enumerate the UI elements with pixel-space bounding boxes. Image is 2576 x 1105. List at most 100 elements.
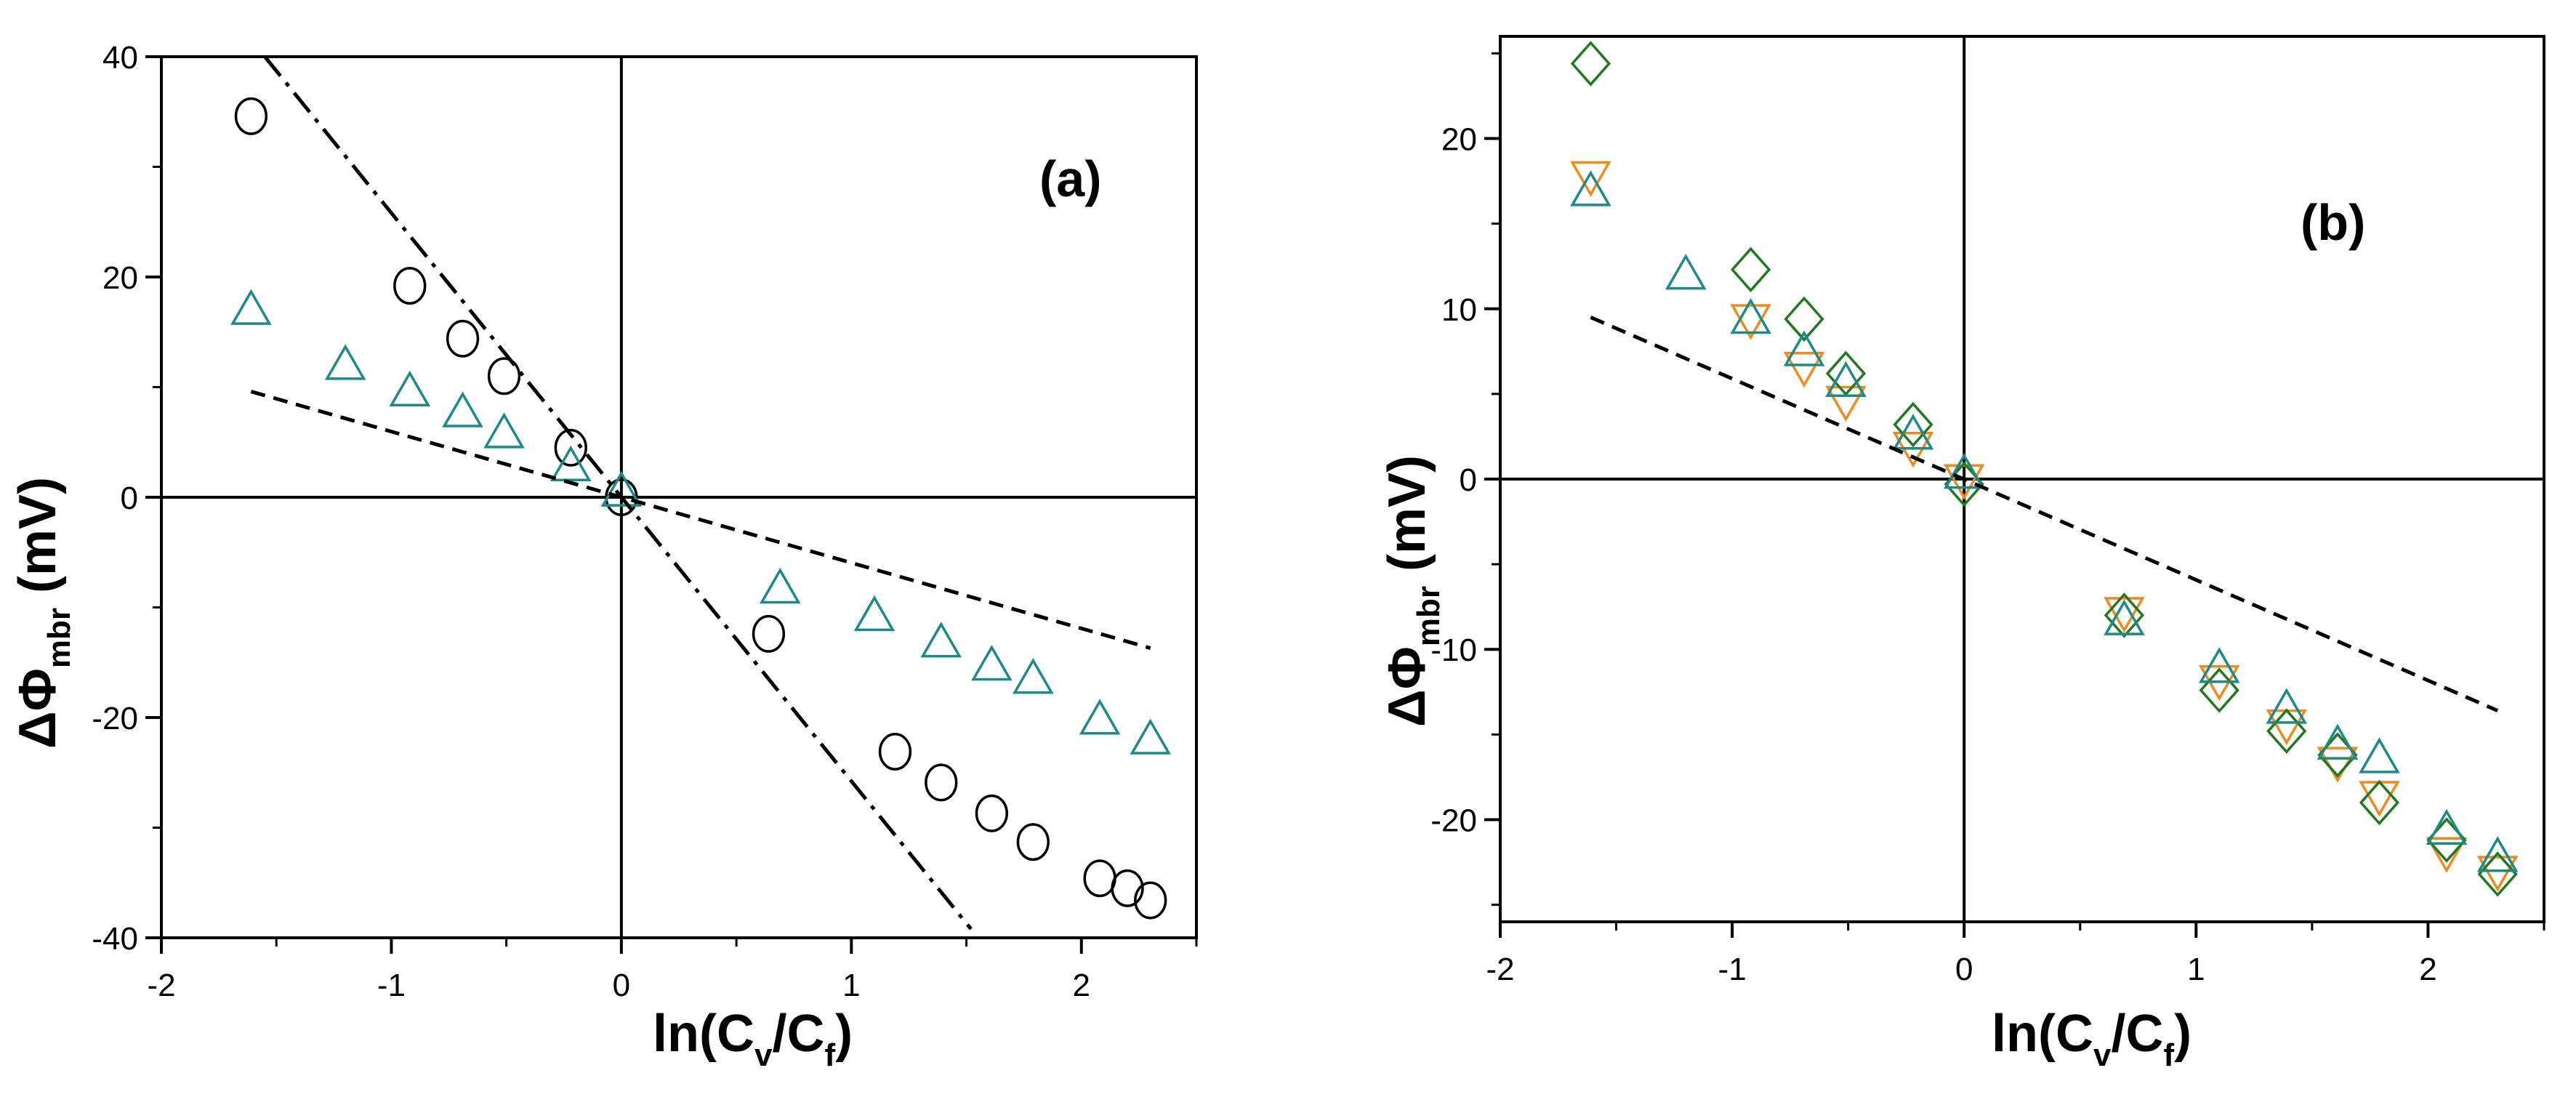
triangle-down-marker <box>1825 385 1867 422</box>
triangle-up-marker <box>600 470 643 507</box>
diamond-marker <box>1784 296 1824 342</box>
circle-marker <box>1016 823 1050 861</box>
triangle-down-marker <box>2476 856 2519 892</box>
diamond-marker <box>1825 350 1867 397</box>
x-tick-label: 0 <box>1955 952 1973 987</box>
y-tick-label: -10 <box>1430 632 1477 668</box>
triangle-up-marker <box>2317 723 2359 760</box>
panel-b-label: (b) <box>2301 194 2365 251</box>
panel-a: -2 -1 0 1 2 -40 -20 0 20 40 (a) ln(Cv/Cf) ΔΦmbr (… <box>9 40 1198 1073</box>
triangle-up-marker <box>324 344 366 380</box>
triangle-up-marker <box>550 445 592 482</box>
triangle-up-marker <box>971 644 1013 681</box>
panel-a-ticks <box>145 55 1198 954</box>
circle-marker <box>393 267 427 305</box>
y-tick-label: 0 <box>1460 462 1477 498</box>
circle-marker <box>1111 869 1144 907</box>
circle-marker <box>752 614 786 653</box>
x-tick-label: 1 <box>2187 952 2205 987</box>
triangle-up-marker <box>442 391 483 427</box>
circle-marker <box>487 357 521 395</box>
y-tick-label: -20 <box>1430 803 1477 838</box>
triangle-down-marker <box>1783 351 1825 388</box>
triangle-up-marker <box>1730 298 1771 334</box>
diamond-marker <box>2104 592 2145 638</box>
diamond-marker <box>2266 708 2307 754</box>
panel-b-ticks <box>1484 52 2545 938</box>
triangle-up-marker <box>2476 836 2519 872</box>
triangle-down-marker <box>1730 304 1771 340</box>
circle-marker <box>446 319 480 358</box>
circle-marker <box>878 733 912 771</box>
triangle-up-marker <box>230 289 272 325</box>
triangle-up-marker <box>1783 330 1825 366</box>
x-tick-label: 2 <box>2419 952 2436 987</box>
y-tick-label: 10 <box>1441 292 1477 328</box>
triangle-up-marker <box>920 622 962 658</box>
panel-a-y-axis-title: ΔΦmbr (mV) <box>9 477 77 749</box>
triangle-up-marker <box>2198 647 2240 683</box>
triangle-down-marker <box>2426 837 2468 873</box>
panel-a-tick-labels: -2 -1 0 1 2 -40 -20 0 20 40 <box>92 40 1090 1003</box>
x-tick-label: -1 <box>377 968 406 1003</box>
panel-b-zero-lines <box>1500 36 2544 922</box>
triangle-down-marker <box>2104 597 2145 633</box>
triangle-up-marker <box>759 567 801 604</box>
panel-a-x-axis-title: ln(Cv/Cf) <box>653 1005 853 1073</box>
triangle-up-marker <box>1079 699 1121 735</box>
x-tick-label: 1 <box>842 968 860 1003</box>
triangle-up-marker <box>1012 658 1054 694</box>
triangle-up-marker <box>2359 737 2400 774</box>
triangle-up-marker <box>1570 170 1611 206</box>
diamond-marker <box>2317 732 2358 778</box>
triangle-up-marker <box>2426 808 2468 845</box>
x-tick-label: -2 <box>1486 952 1514 987</box>
diamond-marker <box>1731 246 1771 293</box>
triangle-up-marker <box>389 370 431 407</box>
diamond-marker <box>2359 779 2400 826</box>
panel-b-series <box>1570 41 2519 897</box>
circle-marker <box>925 763 958 802</box>
diamond-marker <box>2426 817 2467 863</box>
panel-a-label: (a) <box>1039 150 1102 207</box>
circle-marker <box>554 428 587 467</box>
circle-marker <box>1134 881 1167 920</box>
triangle-up-marker <box>1825 361 1867 397</box>
panel-b-y-axis-title: ΔΦmbr (mV) <box>1378 455 1446 727</box>
x-tick-label: -2 <box>147 968 175 1003</box>
x-tick-label: 2 <box>1073 968 1090 1003</box>
x-tick-label: 0 <box>613 968 630 1003</box>
triangle-up-marker <box>483 412 525 449</box>
triangle-up-marker <box>853 595 895 632</box>
triangle-down-marker <box>1570 161 1611 197</box>
y-tick-label: 0 <box>121 481 138 516</box>
circle-marker <box>234 97 268 135</box>
triangle-up-marker <box>1130 718 1172 755</box>
y-tick-label: 20 <box>102 260 138 296</box>
dash-dot-fit-line <box>263 55 973 931</box>
triangle-up-marker <box>1943 453 1985 489</box>
circle-marker <box>1083 859 1116 898</box>
x-tick-label: -1 <box>1718 952 1747 987</box>
y-tick-label: 40 <box>102 40 138 76</box>
panel-b-x-axis-title: ln(Cv/Cf) <box>1992 1005 2191 1073</box>
triangle-up-marker <box>2104 599 2145 635</box>
triangle-up-marker <box>1892 414 1934 450</box>
triangle-up-marker <box>2266 688 2308 724</box>
panel-a-series <box>230 55 1172 931</box>
diamond-marker <box>1893 401 1933 448</box>
triangle-down-marker <box>1943 464 1985 500</box>
dashed-fit-line <box>1590 316 2499 712</box>
y-tick-label: -40 <box>92 921 138 957</box>
diamond-marker <box>2199 667 2239 713</box>
circle-marker <box>975 794 1009 832</box>
dashed-fit-line <box>250 390 1151 650</box>
diamond-marker <box>1570 41 1611 87</box>
triangle-up-marker <box>1665 254 1707 290</box>
diamond-marker <box>2477 851 2518 897</box>
y-tick-label: -20 <box>92 701 138 736</box>
y-tick-label: 20 <box>1441 122 1477 158</box>
